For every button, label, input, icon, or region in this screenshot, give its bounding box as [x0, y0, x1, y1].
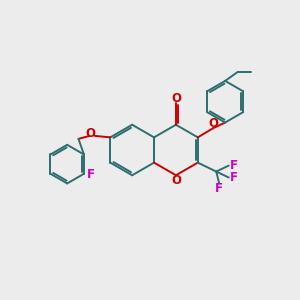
Text: F: F	[86, 169, 94, 182]
Text: O: O	[171, 174, 181, 187]
Text: O: O	[209, 118, 219, 130]
Text: O: O	[171, 92, 181, 105]
Text: F: F	[215, 182, 223, 195]
Text: F: F	[230, 171, 238, 184]
Text: O: O	[85, 127, 95, 140]
Text: F: F	[230, 159, 238, 172]
